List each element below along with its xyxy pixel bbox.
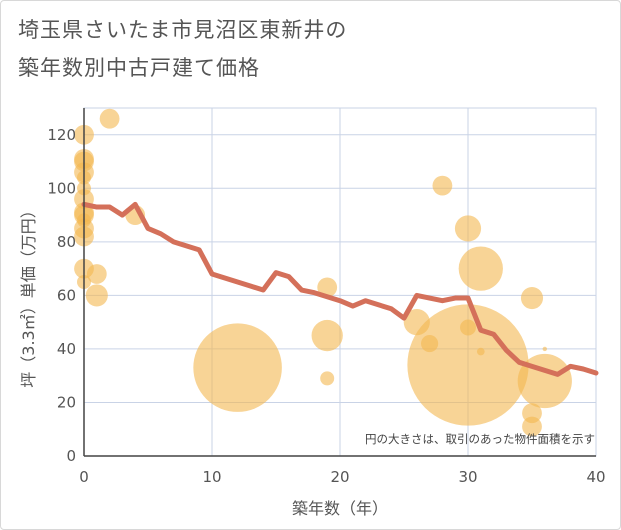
data-bubble bbox=[193, 323, 282, 412]
data-bubble bbox=[85, 284, 108, 307]
y-tick-label: 100 bbox=[47, 179, 76, 197]
bubble-layer bbox=[74, 108, 572, 437]
y-tick-label: 80 bbox=[57, 233, 76, 251]
data-bubble bbox=[311, 319, 343, 352]
data-bubble bbox=[320, 371, 335, 386]
data-bubble bbox=[520, 286, 544, 310]
y-tick-label: 40 bbox=[57, 340, 76, 358]
x-axis-label: 築年数（年） bbox=[292, 499, 388, 518]
y-tick-label: 60 bbox=[57, 286, 76, 304]
trend-layer bbox=[81, 201, 599, 377]
data-bubble bbox=[542, 346, 548, 352]
grid bbox=[83, 107, 597, 457]
data-bubble bbox=[476, 347, 485, 356]
data-bubble bbox=[432, 175, 453, 196]
data-bubble bbox=[86, 264, 107, 284]
x-tick-label: 40 bbox=[586, 468, 605, 486]
x-tick-label: 30 bbox=[458, 468, 477, 486]
chart-title-line1: 埼玉県さいたま市見沼区東新井の bbox=[18, 18, 348, 42]
axes: 0 20 40 60 80 100 120 0 10 20 30 40 bbox=[47, 108, 606, 486]
y-tick-label: 20 bbox=[57, 393, 76, 411]
chart-title-line2: 築年数別中古戸建て価格 bbox=[18, 56, 260, 80]
data-bubble bbox=[317, 277, 338, 298]
data-bubble bbox=[99, 108, 120, 129]
x-tick-label: 20 bbox=[330, 468, 349, 486]
trend-line bbox=[81, 201, 599, 377]
y-tick-label: 0 bbox=[66, 447, 76, 465]
data-bubble bbox=[454, 215, 482, 242]
x-tick-label: 10 bbox=[202, 468, 221, 486]
y-tick-label: 120 bbox=[47, 126, 76, 144]
data-bubble bbox=[407, 304, 529, 426]
data-bubble bbox=[522, 416, 542, 437]
x-tick-label: 0 bbox=[79, 468, 89, 486]
size-note: 円の大きさは、取引のあった物件面積を示す bbox=[365, 432, 595, 446]
data-bubble bbox=[458, 246, 503, 291]
y-axis-label: 坪（3.3㎡）単価（万円） bbox=[19, 202, 38, 387]
